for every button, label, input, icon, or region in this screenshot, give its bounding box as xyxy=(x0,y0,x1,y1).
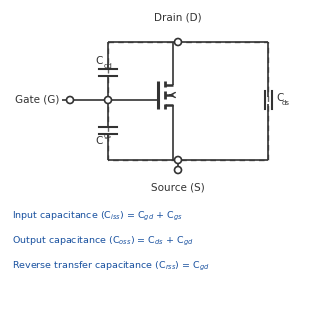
Text: C: C xyxy=(95,56,103,66)
Text: Gate (G): Gate (G) xyxy=(15,95,59,105)
Text: C: C xyxy=(95,136,103,146)
Circle shape xyxy=(175,166,181,174)
Circle shape xyxy=(104,96,112,104)
Text: gs: gs xyxy=(104,133,112,139)
Text: ds: ds xyxy=(282,100,290,106)
Text: Input capacitance (C$_{iss}$) = C$_{gd}$ + C$_{gs}$: Input capacitance (C$_{iss}$) = C$_{gd}$… xyxy=(12,210,183,223)
Circle shape xyxy=(175,157,181,163)
Text: Output capacitance (C$_{oss}$) = C$_{ds}$ + C$_{gd}$: Output capacitance (C$_{oss}$) = C$_{ds}… xyxy=(12,235,194,248)
Text: Reverse transfer capacitance (C$_{rss}$) = C$_{gd}$: Reverse transfer capacitance (C$_{rss}$)… xyxy=(12,260,210,273)
Circle shape xyxy=(175,38,181,46)
Text: C: C xyxy=(276,93,283,103)
Text: gd: gd xyxy=(104,63,113,69)
Bar xyxy=(108,42,268,160)
Text: Drain (D): Drain (D) xyxy=(154,12,202,22)
Text: Source (S): Source (S) xyxy=(151,183,205,193)
Circle shape xyxy=(67,96,73,104)
